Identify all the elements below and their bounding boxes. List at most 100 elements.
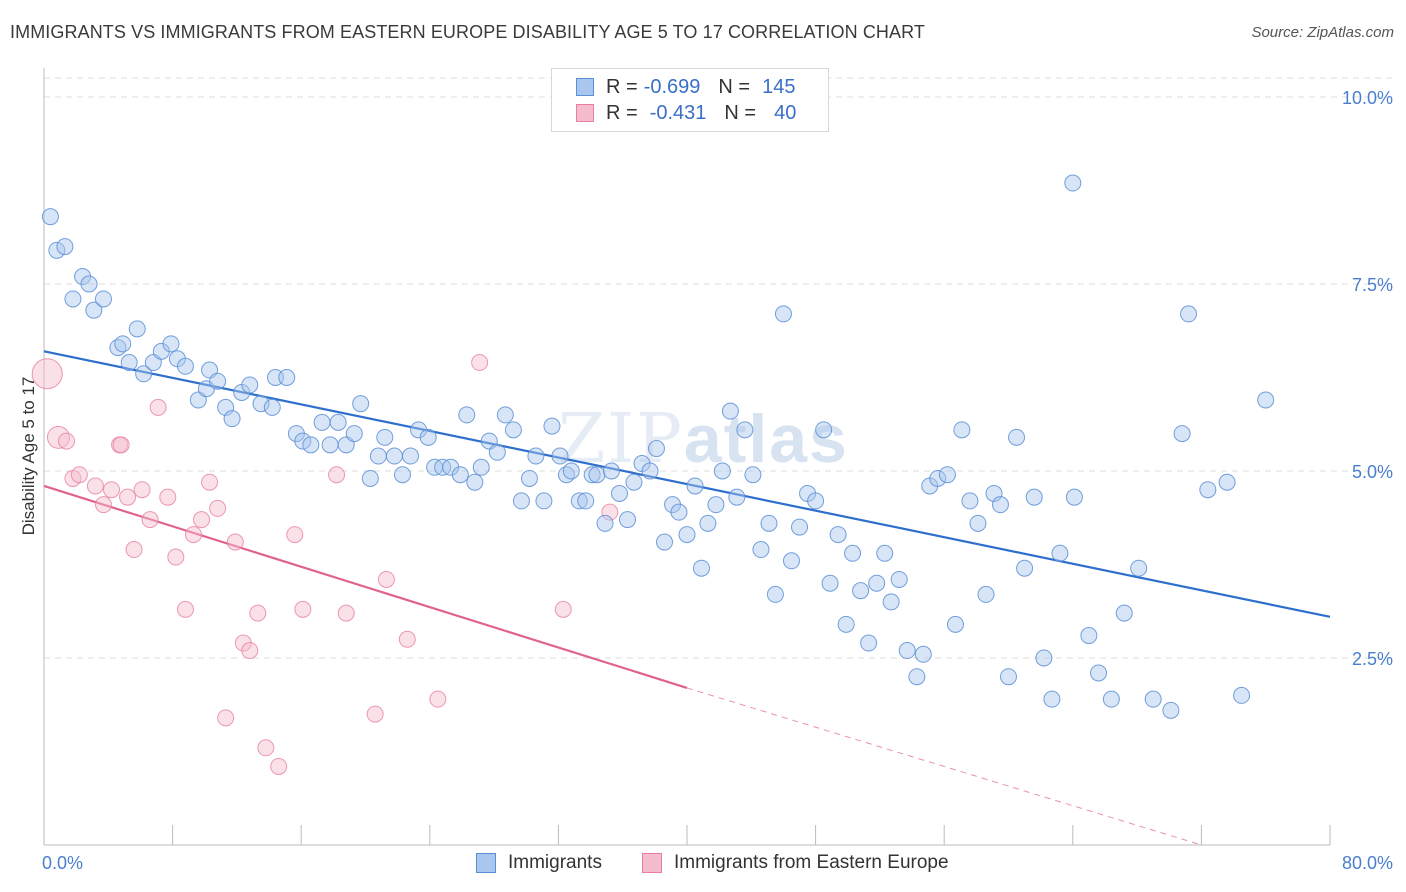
y-tick-label: 10.0% — [1342, 88, 1393, 108]
trend-line-eastern-europe — [43, 484, 688, 689]
point-eastern-europe — [58, 432, 76, 450]
point-eastern-europe — [366, 705, 384, 723]
x-tick-label-min: 0.0% — [42, 853, 83, 873]
point-immigrants — [583, 466, 601, 484]
point-immigrants — [1016, 559, 1034, 577]
trend-line-eastern-europe-extension — [686, 687, 1202, 846]
watermark: ZIPatlas — [558, 400, 849, 479]
point-immigrants — [641, 462, 659, 480]
point-immigrants — [1043, 690, 1061, 708]
point-immigrants — [512, 492, 530, 510]
point-immigrants — [302, 436, 320, 454]
r-label: R = — [606, 75, 638, 98]
legend-label: Immigrants — [508, 852, 602, 873]
point-immigrants — [535, 492, 553, 510]
point-eastern-europe — [241, 642, 259, 660]
point-immigrants — [774, 305, 792, 323]
point-immigrants — [263, 398, 281, 416]
point-immigrants — [488, 443, 506, 461]
point-immigrants — [721, 402, 739, 420]
point-immigrants — [376, 428, 394, 446]
chart-title: IMMIGRANTS VS IMMIGRANTS FROM EASTERN EU… — [10, 22, 925, 42]
pink-swatch — [576, 104, 594, 122]
point-eastern-europe — [159, 488, 177, 506]
point-immigrants — [94, 290, 112, 308]
r-value: -0.699 — [643, 75, 701, 98]
legend-item-eastern-europe[interactable]: Immigrants from Eastern Europe — [642, 852, 949, 874]
point-immigrants — [80, 275, 98, 293]
point-immigrants — [1199, 481, 1217, 499]
point-immigrants — [908, 668, 926, 686]
point-immigrants — [135, 365, 153, 383]
x-tick-label-max: 80.0% — [1342, 853, 1393, 873]
blue-swatch — [576, 78, 594, 96]
point-immigrants — [1035, 649, 1053, 667]
point-eastern-europe — [217, 709, 235, 727]
source-label: Source: ZipAtlas.com — [1251, 24, 1394, 41]
point-immigrants — [821, 574, 839, 592]
point-immigrants — [352, 395, 370, 413]
data-points — [31, 174, 1275, 775]
point-immigrants — [890, 570, 908, 588]
point-immigrants — [393, 466, 411, 484]
point-immigrants — [1090, 664, 1108, 682]
point-immigrants — [361, 469, 379, 487]
point-immigrants — [85, 301, 103, 319]
point-immigrants — [278, 369, 296, 386]
point-immigrants — [678, 526, 696, 544]
point-eastern-europe — [133, 481, 151, 499]
point-immigrants — [844, 544, 862, 562]
point-immigrants — [419, 428, 437, 446]
point-immigrants — [369, 447, 387, 465]
point-immigrants — [64, 290, 82, 308]
point-immigrants — [619, 511, 637, 529]
point-immigrants — [1257, 391, 1275, 409]
point-immigrants — [876, 544, 894, 562]
point-eastern-europe — [471, 354, 489, 372]
r-value: -0.431 — [649, 101, 707, 124]
point-immigrants — [977, 585, 995, 603]
point-eastern-europe — [94, 496, 112, 514]
point-immigrants — [1115, 604, 1133, 622]
point-immigrants — [1162, 701, 1180, 719]
y-tick-label: 7.5% — [1352, 275, 1393, 295]
point-immigrants — [1051, 544, 1069, 562]
point-eastern-europe — [149, 398, 167, 416]
point-immigrants — [602, 462, 620, 480]
point-immigrants — [868, 574, 886, 592]
point-eastern-europe — [119, 488, 137, 506]
point-immigrants — [655, 533, 673, 551]
point-immigrants — [898, 642, 916, 660]
point-eastern-europe — [176, 600, 194, 618]
point-eastern-europe — [398, 630, 416, 648]
point-immigrants — [504, 421, 522, 439]
point-immigrants — [209, 372, 227, 390]
stats-row-eastern-europe: R = -0.431 N = 40 — [576, 100, 796, 126]
point-immigrants — [766, 585, 784, 603]
point-immigrants — [1008, 428, 1026, 446]
point-immigrants — [670, 503, 688, 521]
point-immigrants — [577, 492, 595, 510]
point-immigrants — [713, 462, 731, 480]
point-immigrants — [520, 469, 538, 487]
point-eastern-europe — [112, 436, 130, 454]
point-immigrants — [1025, 488, 1043, 506]
grid-lines — [44, 77, 1394, 659]
point-immigrants — [760, 514, 778, 532]
legend-item-immigrants[interactable]: Immigrants — [476, 852, 602, 874]
point-immigrants — [736, 421, 754, 439]
point-eastern-europe — [184, 526, 202, 544]
point-immigrants — [1000, 668, 1017, 686]
pink-swatch — [642, 853, 662, 873]
point-immigrants — [294, 432, 312, 450]
point-immigrants — [176, 357, 194, 375]
blue-swatch — [476, 853, 496, 873]
point-immigrants — [551, 447, 569, 465]
point-immigrants — [1144, 690, 1162, 708]
point-eastern-europe — [31, 358, 63, 390]
series-legend: Immigrants Immigrants from Eastern Europ… — [0, 852, 1406, 878]
y-tick-label: 2.5% — [1352, 649, 1393, 669]
point-immigrants — [472, 458, 490, 476]
point-immigrants — [385, 447, 403, 465]
